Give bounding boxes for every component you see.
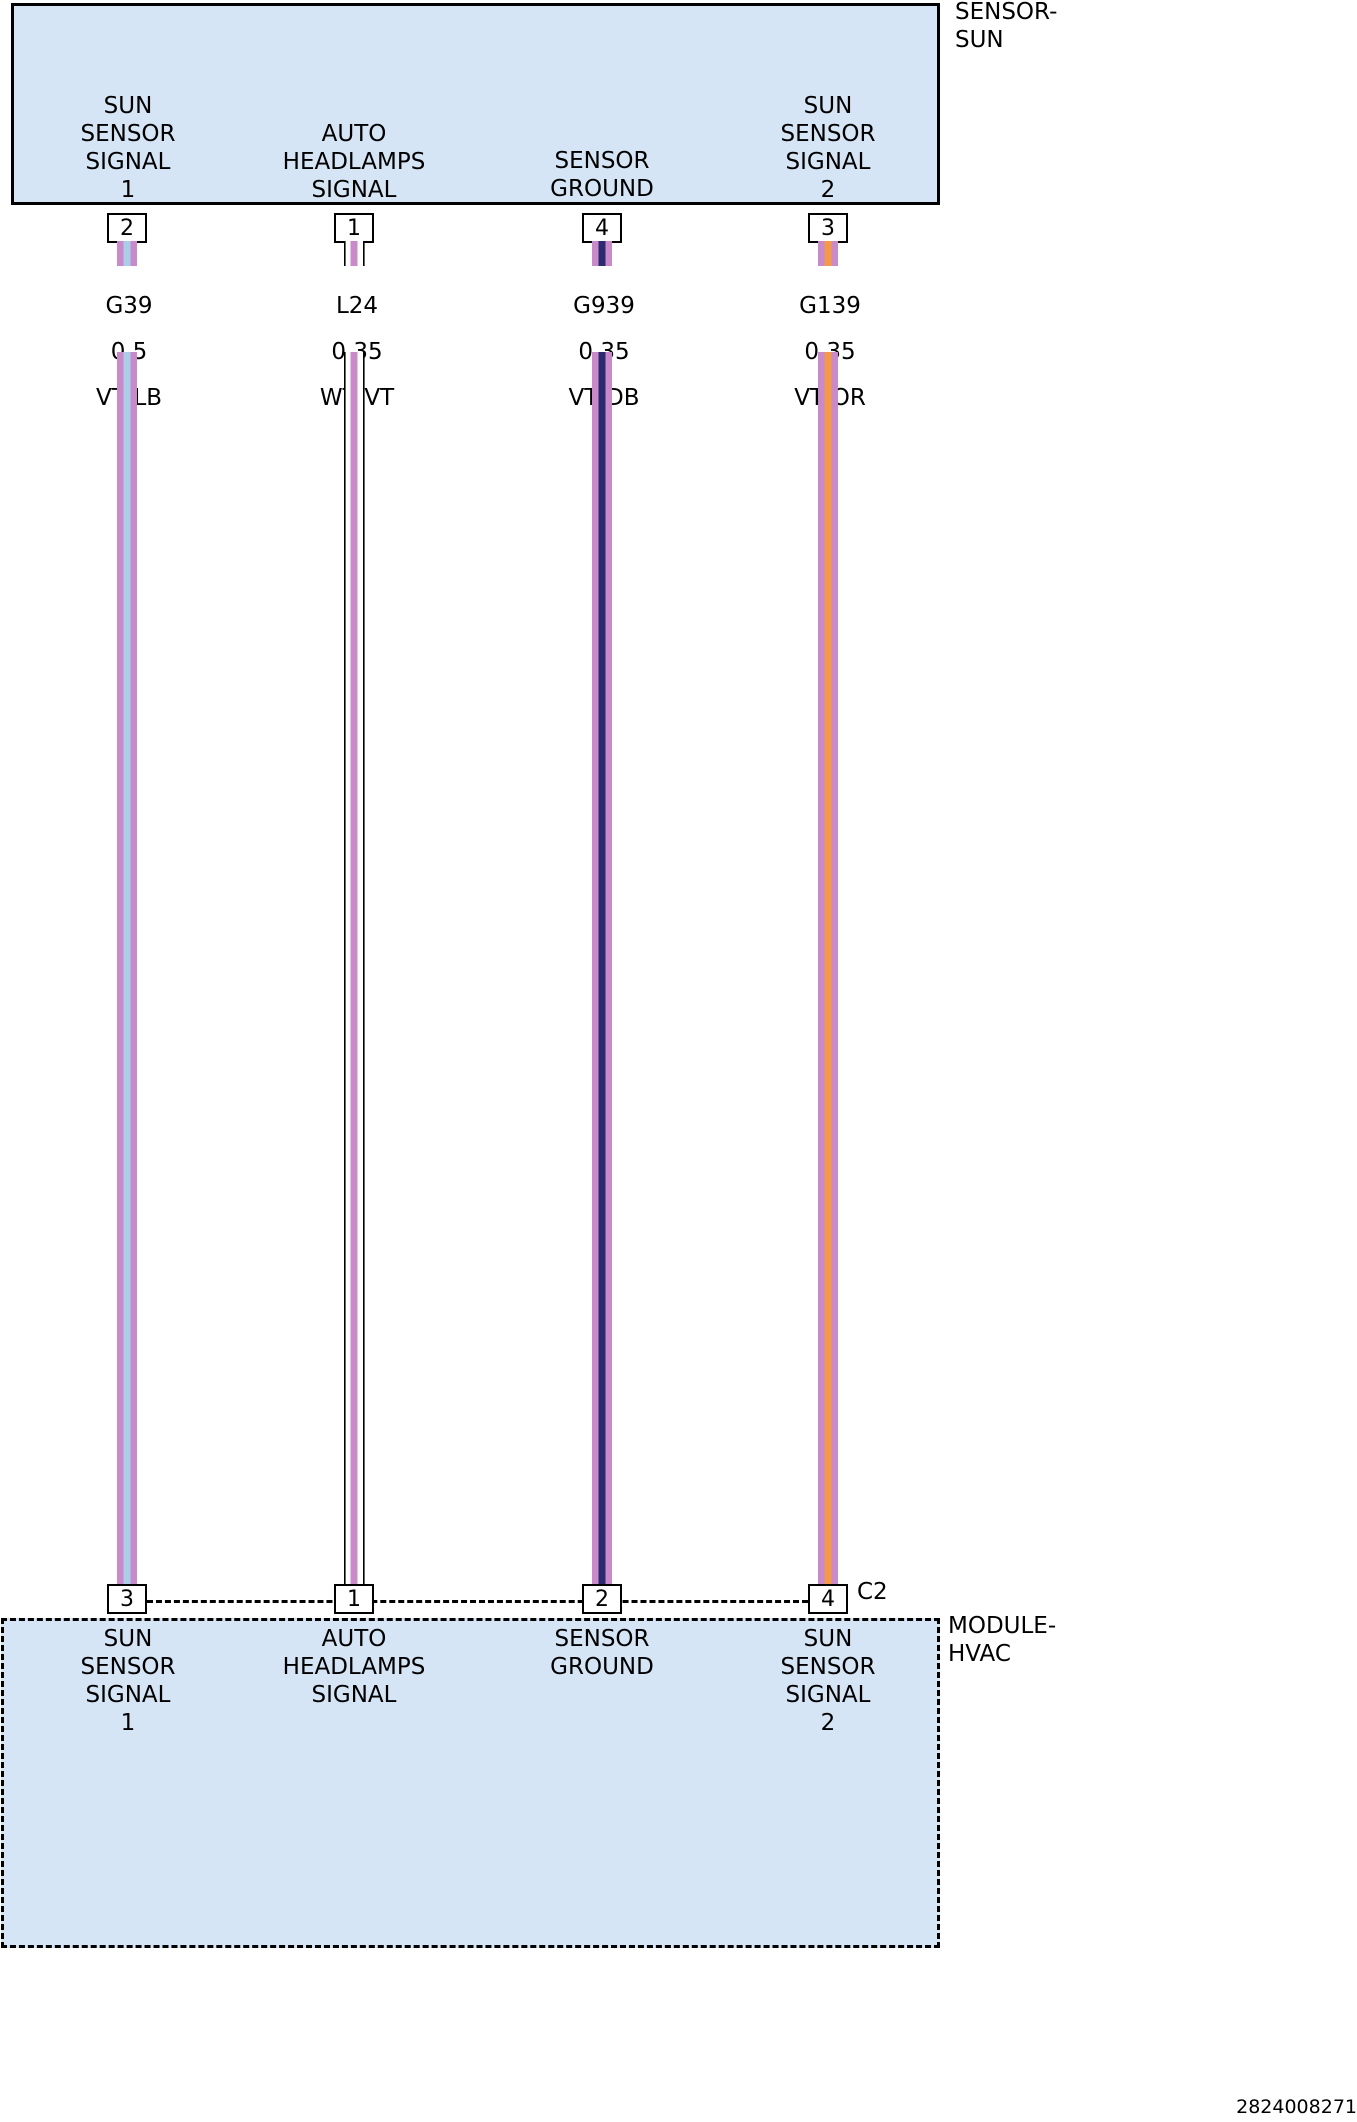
connector-c2-line — [147, 1600, 808, 1603]
sensor-sun-component — [11, 3, 940, 205]
wire-2-outline-2-seg-1 — [363, 241, 365, 266]
wire-circuit-2: L24 — [335, 293, 379, 319]
wire-2-outline-1-seg-1 — [344, 241, 346, 266]
bottom-pin-3: 2 — [582, 1584, 622, 1614]
top-pin-1: 2 — [107, 213, 147, 243]
wire-4-stripe-seg-2 — [824, 352, 832, 1585]
bottom-function-label-3: SENSOR GROUND — [550, 1626, 654, 1680]
top-function-label-2: AUTO HEADLAMPS SIGNAL — [282, 121, 426, 203]
top-function-label-1: SUN SENSOR SIGNAL 1 — [80, 93, 176, 203]
connector-c2-label: C2 — [857, 1579, 888, 1605]
bottom-pin-2: 1 — [334, 1584, 374, 1614]
top-pin-2: 1 — [334, 213, 374, 243]
wire-4-stripe-seg-1 — [824, 241, 832, 266]
top-function-label-4: SUN SENSOR SIGNAL 2 — [780, 93, 876, 203]
top-function-label-3: SENSOR GROUND — [550, 148, 654, 202]
wire-2-outline-2-seg-2 — [363, 352, 365, 1585]
wire-3-stripe-seg-1 — [598, 241, 606, 266]
diagram-code: 2824008271 — [1236, 2096, 1357, 2118]
bottom-pin-1: 3 — [107, 1584, 147, 1614]
module-hvac-name: MODULE- HVAC — [948, 1613, 1057, 1667]
wire-circuit-3: G939 — [573, 293, 635, 319]
wire-3-stripe-seg-2 — [598, 352, 606, 1585]
top-pin-3: 4 — [582, 213, 622, 243]
wire-circuit-4: G139 — [799, 293, 861, 319]
wire-2-outline-1-seg-2 — [344, 352, 346, 1585]
wire-circuit-1: G39 — [105, 293, 153, 319]
wire-2-stripe-seg-1 — [350, 241, 358, 266]
bottom-pin-4: 4 — [808, 1584, 848, 1614]
bottom-function-label-1: SUN SENSOR SIGNAL 1 — [80, 1626, 176, 1736]
module-hvac-component — [1, 1618, 940, 1948]
wire-1-stripe-seg-1 — [123, 241, 131, 266]
sensor-sun-name: SENSOR- SUN — [955, 0, 1058, 53]
bottom-function-label-4: SUN SENSOR SIGNAL 2 — [780, 1626, 876, 1736]
wire-2-stripe-seg-2 — [350, 352, 358, 1585]
wire-1-stripe-seg-2 — [123, 352, 131, 1585]
bottom-function-label-2: AUTO HEADLAMPS SIGNAL — [282, 1626, 426, 1708]
